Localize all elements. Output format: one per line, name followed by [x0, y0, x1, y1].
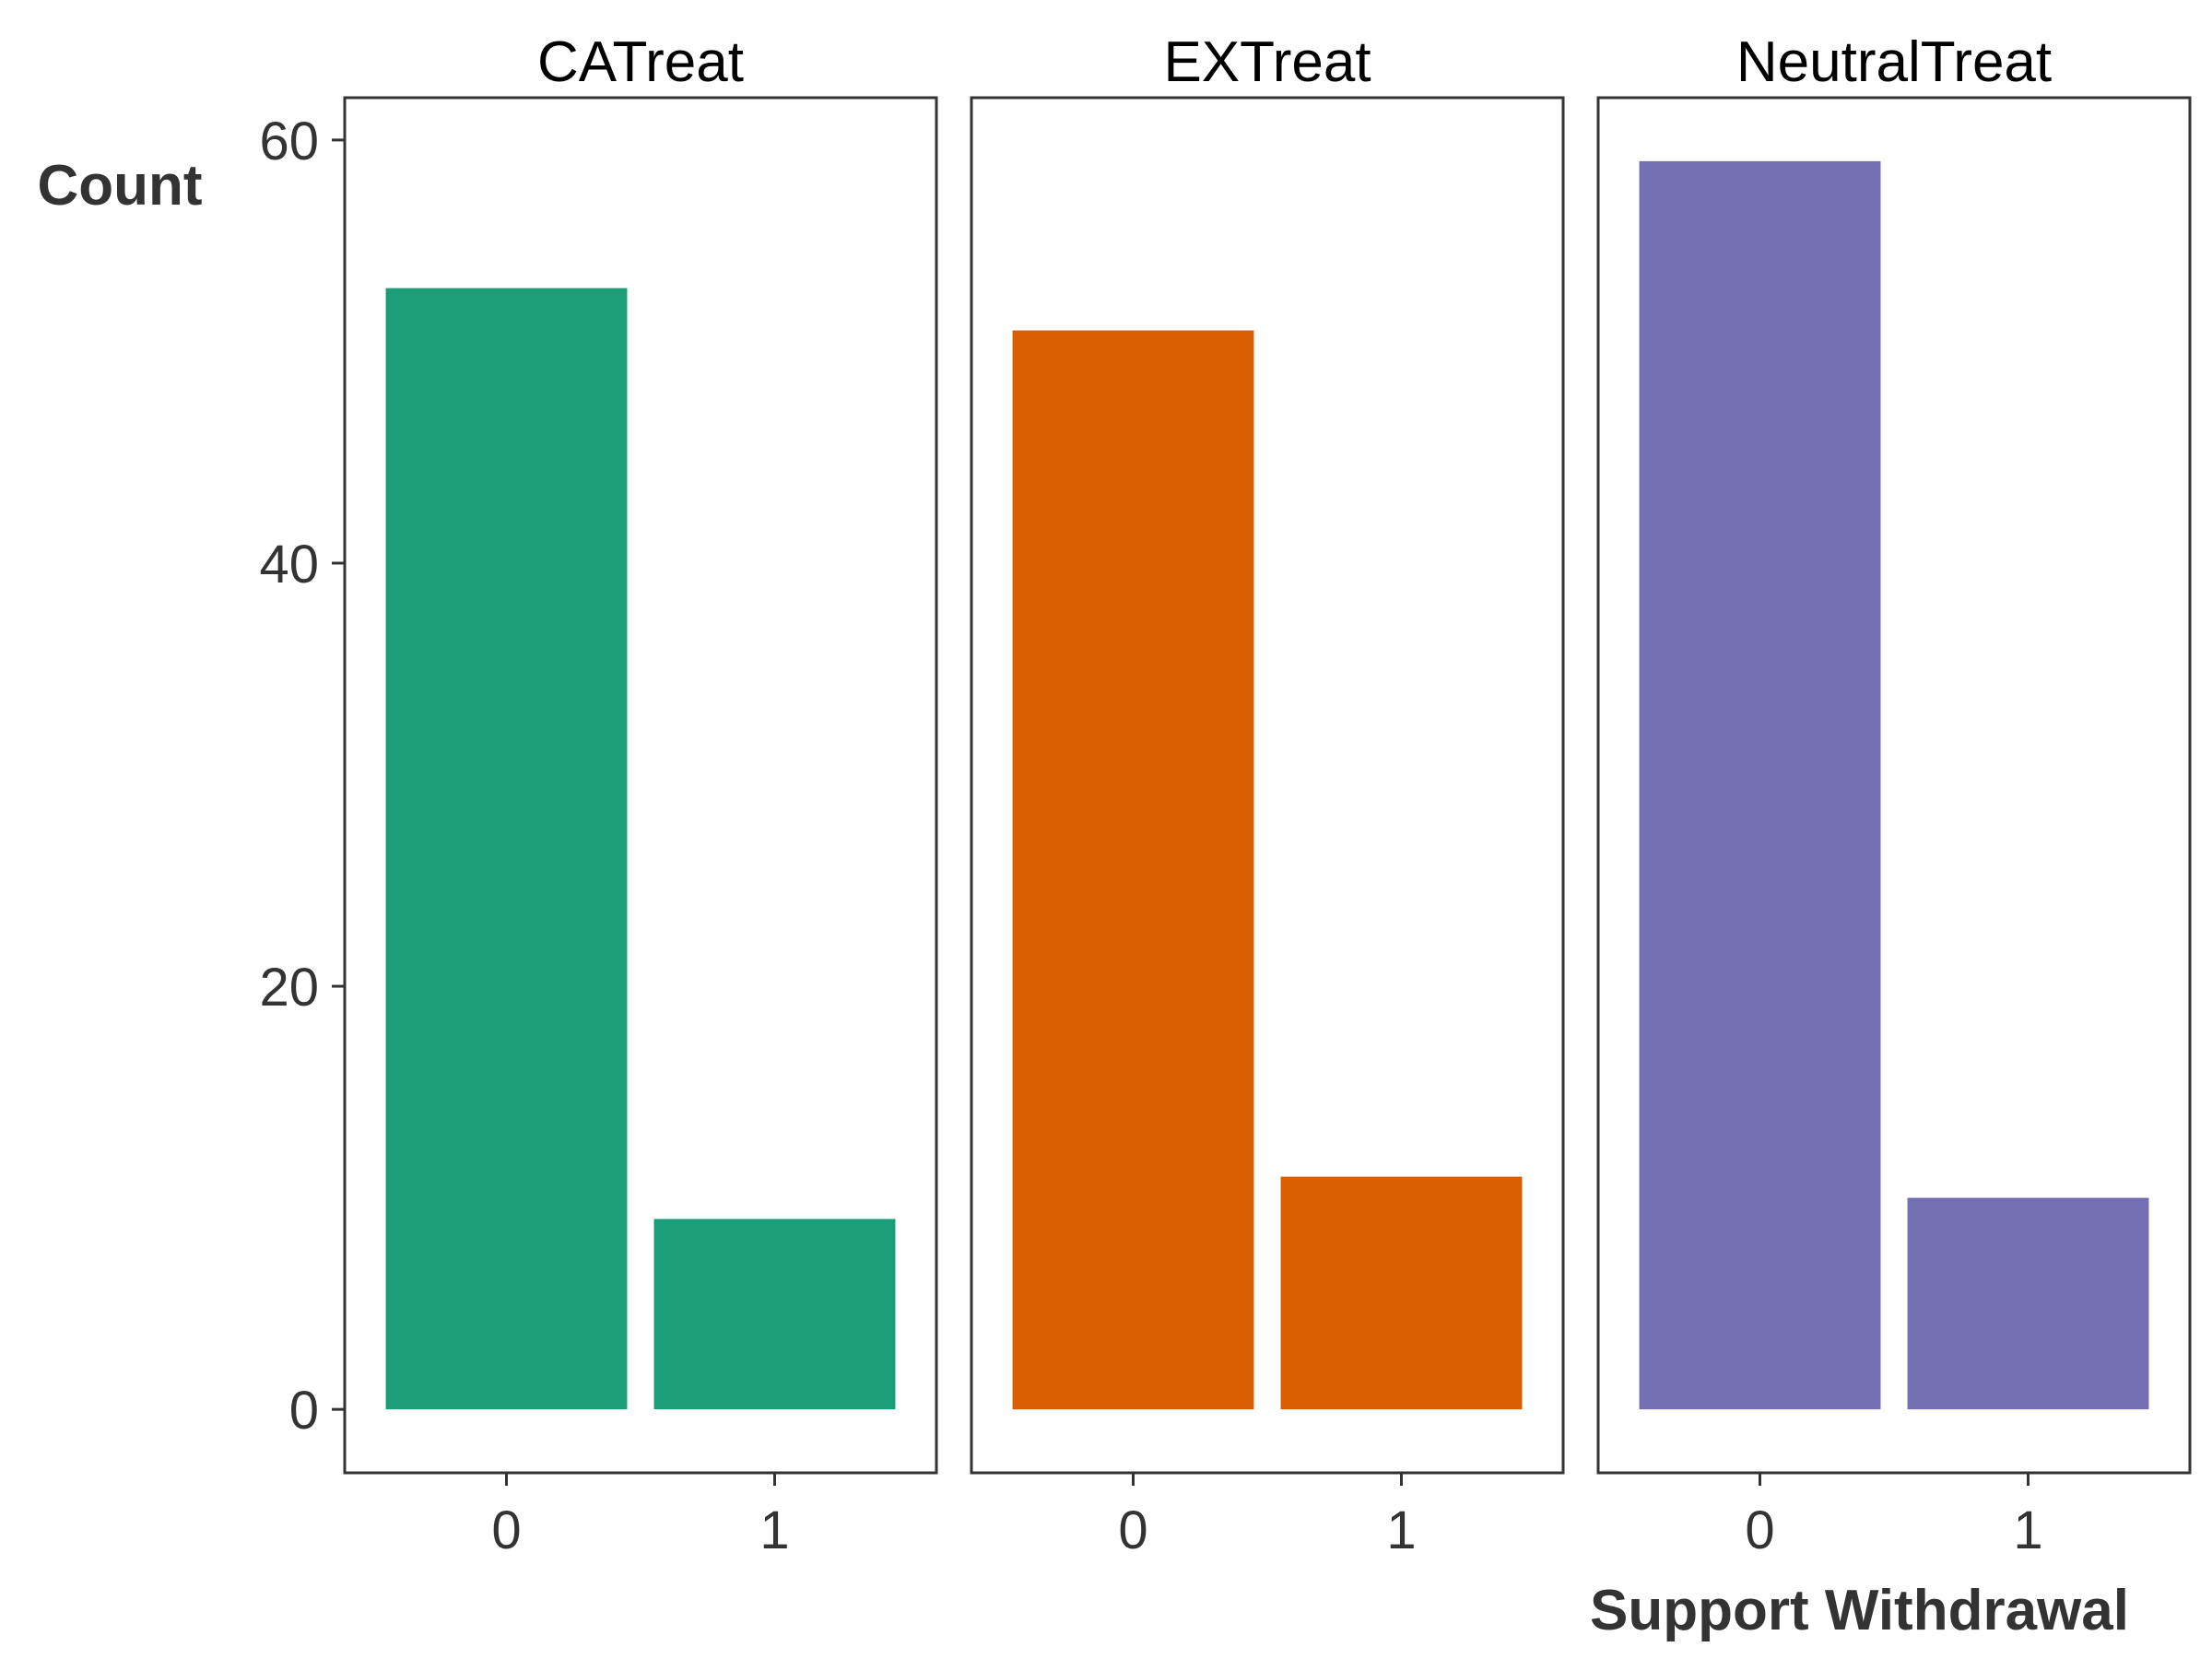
- y-axis: 0 20 40 60: [259, 112, 345, 1441]
- bar-catreat-0: [385, 288, 628, 1410]
- panel-border: [1596, 96, 2192, 1475]
- x-tick-label: 1: [759, 1500, 789, 1560]
- y-tick-label: 40: [259, 535, 319, 594]
- y-tick-label: 0: [289, 1381, 319, 1441]
- x-tick-label: 0: [1745, 1500, 1774, 1560]
- facet-catreat: CATreat 0 1: [343, 30, 938, 1560]
- y-tick-label: 20: [259, 958, 319, 1018]
- facet-neutraltreat: NeutralTreat 0 1: [1596, 30, 2192, 1560]
- x-axis-label: Support Withdrawal: [1590, 1579, 2129, 1642]
- y-tick-label: 60: [259, 112, 319, 171]
- bar-extreat-0: [1012, 330, 1254, 1410]
- facet-extreat: EXTreat 0 1: [970, 30, 1565, 1560]
- x-tick-label: 0: [1118, 1500, 1147, 1560]
- panel-border: [970, 96, 1565, 1475]
- x-tick-label: 1: [1386, 1500, 1416, 1560]
- y-axis-label: Count: [37, 154, 202, 218]
- panel-border: [343, 96, 938, 1475]
- bar-neutraltreat-0: [1639, 160, 1881, 1410]
- bar-neutraltreat-1: [1907, 1197, 2149, 1410]
- x-tick-label: 0: [491, 1500, 521, 1560]
- bar-catreat-1: [653, 1218, 896, 1410]
- facet-panels: CATreat 0 1 EXTreat 0 1 NeutralTreat 0 1: [343, 30, 2192, 1560]
- facet-title: NeutralTreat: [1736, 30, 2052, 94]
- facet-title: CATreat: [537, 30, 744, 94]
- facet-title: EXTreat: [1163, 30, 1371, 94]
- bar-extreat-1: [1280, 1176, 1523, 1410]
- x-tick-label: 1: [2013, 1500, 2042, 1560]
